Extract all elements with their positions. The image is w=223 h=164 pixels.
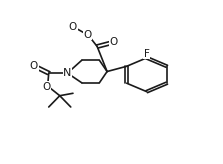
Text: O: O: [83, 30, 91, 40]
Text: O: O: [69, 22, 77, 32]
Text: O: O: [42, 82, 51, 92]
Text: N: N: [63, 68, 72, 78]
Text: O: O: [30, 61, 38, 71]
Text: F: F: [144, 49, 150, 59]
Text: O: O: [109, 37, 117, 47]
